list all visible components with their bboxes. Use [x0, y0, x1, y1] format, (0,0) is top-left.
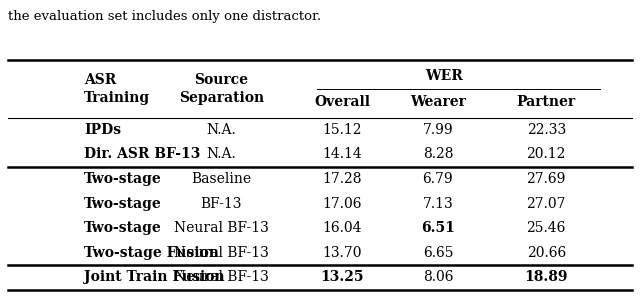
- Text: N.A.: N.A.: [206, 148, 236, 162]
- Text: Two-stage: Two-stage: [84, 221, 162, 235]
- Text: Neural BF-13: Neural BF-13: [174, 221, 269, 235]
- Text: 17.28: 17.28: [323, 172, 362, 186]
- Text: 6.51: 6.51: [421, 221, 455, 235]
- Text: Joint Train Fusion: Joint Train Fusion: [84, 271, 225, 285]
- Text: 16.04: 16.04: [323, 221, 362, 235]
- Text: the evaluation set includes only one distractor.: the evaluation set includes only one dis…: [8, 10, 321, 23]
- Text: 6.65: 6.65: [422, 246, 453, 260]
- Text: 25.46: 25.46: [527, 221, 566, 235]
- Text: Two-stage: Two-stage: [84, 197, 162, 211]
- Text: 6.79: 6.79: [422, 172, 453, 186]
- Text: Dir. ASR BF-13: Dir. ASR BF-13: [84, 148, 200, 162]
- Text: 22.33: 22.33: [527, 123, 566, 137]
- Text: 20.66: 20.66: [527, 246, 566, 260]
- Text: 7.13: 7.13: [422, 197, 453, 211]
- Text: Neural BF-13: Neural BF-13: [174, 246, 269, 260]
- Text: 15.12: 15.12: [323, 123, 362, 137]
- Text: 8.06: 8.06: [422, 271, 453, 285]
- Text: 14.14: 14.14: [323, 148, 362, 162]
- Text: BF-13: BF-13: [200, 197, 242, 211]
- Text: 18.89: 18.89: [524, 271, 568, 285]
- Text: Two-stage Fusion: Two-stage Fusion: [84, 246, 219, 260]
- Text: Overall: Overall: [314, 95, 371, 109]
- Text: 8.28: 8.28: [422, 148, 453, 162]
- Text: Wearer: Wearer: [410, 95, 466, 109]
- Text: Neural BF-13: Neural BF-13: [174, 271, 269, 285]
- Text: Two-stage: Two-stage: [84, 172, 162, 186]
- Text: 27.69: 27.69: [527, 172, 566, 186]
- Text: 13.70: 13.70: [323, 246, 362, 260]
- Text: 7.99: 7.99: [422, 123, 453, 137]
- Text: 20.12: 20.12: [527, 148, 566, 162]
- Text: Partner: Partner: [516, 95, 576, 109]
- Text: N.A.: N.A.: [206, 123, 236, 137]
- Text: Baseline: Baseline: [191, 172, 252, 186]
- Text: IPDs: IPDs: [84, 123, 122, 137]
- Text: 17.06: 17.06: [323, 197, 362, 211]
- Text: 13.25: 13.25: [321, 271, 364, 285]
- Text: 27.07: 27.07: [527, 197, 566, 211]
- Text: ASR
Training: ASR Training: [84, 73, 150, 105]
- Text: WER: WER: [426, 69, 463, 83]
- Text: Source
Separation: Source Separation: [179, 73, 264, 105]
